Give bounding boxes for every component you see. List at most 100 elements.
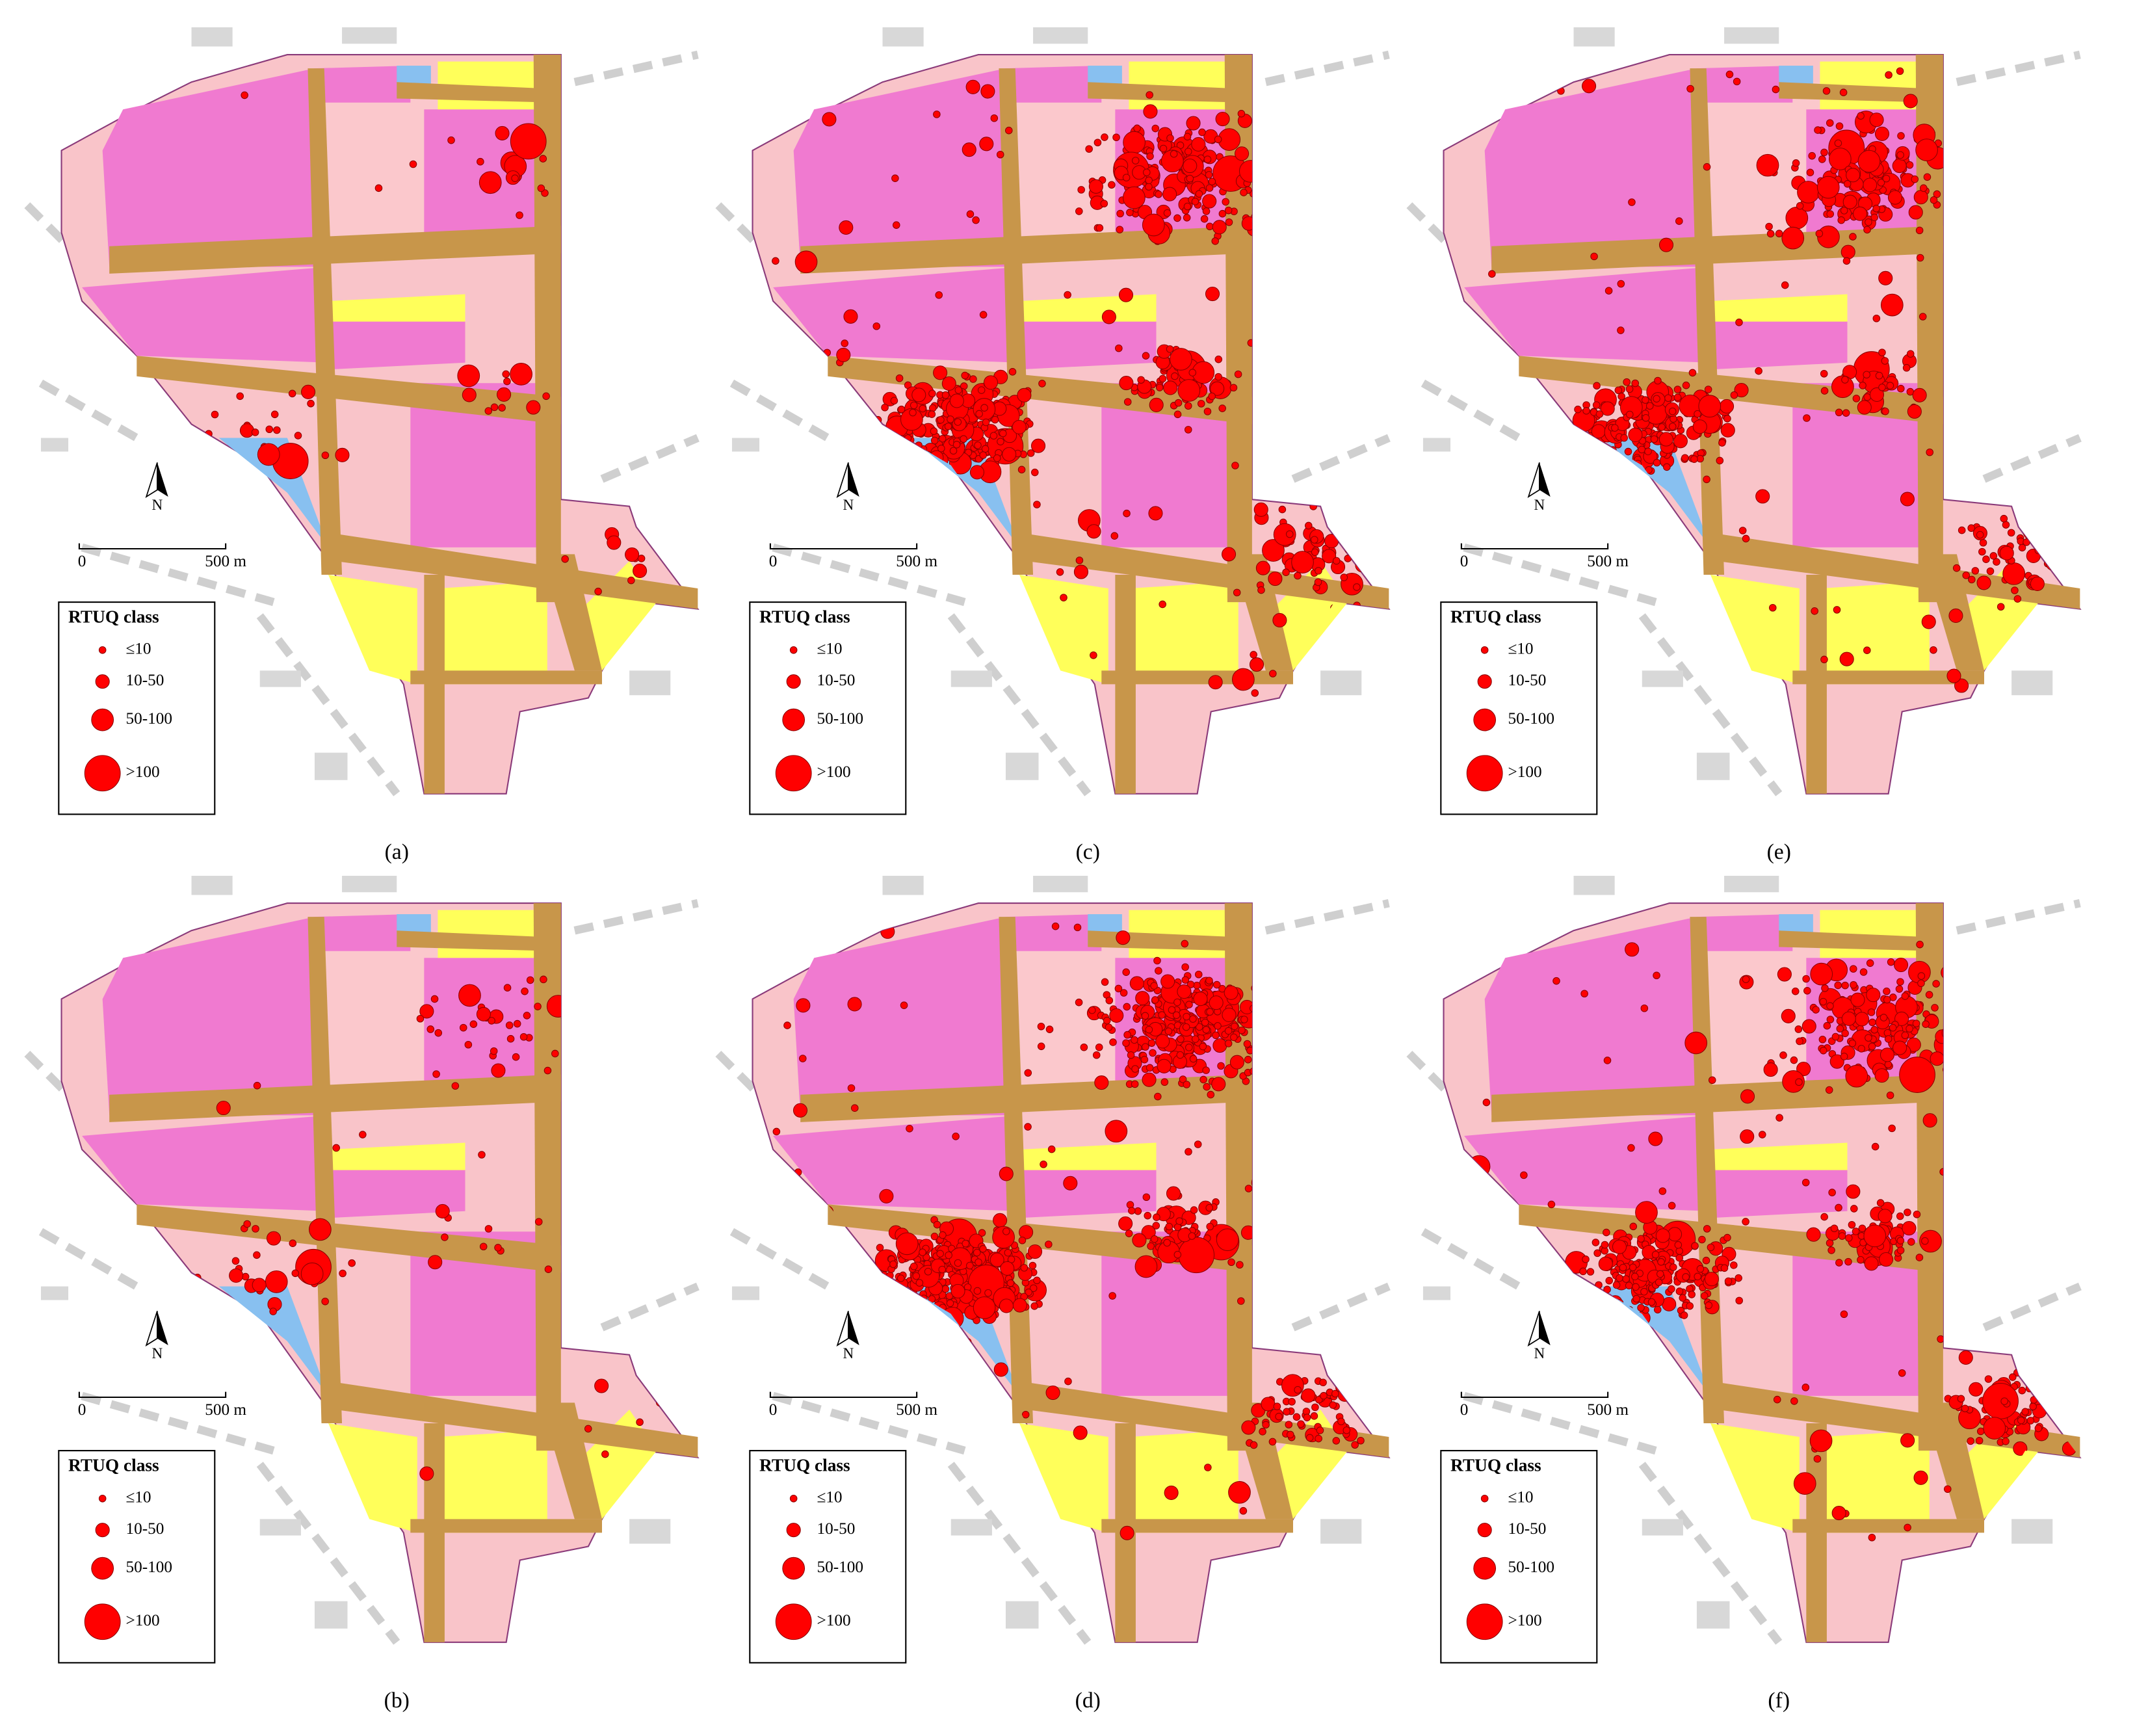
point: [1729, 1261, 1738, 1269]
point: [1265, 982, 1280, 997]
point: [1291, 490, 1299, 499]
point: [993, 1362, 1008, 1377]
point: [1331, 1361, 1340, 1369]
point: [1148, 506, 1163, 521]
point: [1215, 111, 1230, 127]
point: [236, 392, 244, 401]
point: [1957, 480, 1965, 488]
point: [933, 1220, 941, 1229]
point: [788, 1332, 796, 1341]
point: [1547, 1200, 1556, 1209]
point: [1574, 405, 1582, 414]
point: [1274, 1200, 1282, 1208]
point: [1202, 1026, 1211, 1034]
point: [783, 1021, 791, 1029]
point: [1294, 572, 1302, 580]
point: [1033, 1276, 1041, 1285]
point: [1100, 200, 1108, 207]
point: [1188, 369, 1197, 376]
point: [895, 374, 904, 382]
point: [1885, 71, 1893, 79]
point: [1118, 287, 1134, 302]
point: [2040, 518, 2055, 533]
point: [1266, 191, 1274, 200]
point: [2023, 525, 2037, 540]
point: [1282, 1261, 1290, 1270]
point: [1181, 940, 1189, 948]
north-arrow: [157, 1311, 168, 1346]
point: [1147, 1039, 1156, 1047]
point: [1906, 1025, 1913, 1032]
point: [1005, 126, 1013, 135]
point: [1698, 1235, 1706, 1244]
point: [1257, 586, 1265, 594]
point: [1181, 963, 1189, 971]
point: [938, 434, 947, 443]
point: [999, 429, 1007, 438]
point: [426, 1025, 435, 1033]
point: [1803, 414, 1811, 422]
point: [1840, 244, 1855, 259]
scale-start: 0: [769, 552, 778, 570]
point: [469, 1020, 478, 1028]
point: [892, 221, 900, 229]
point: [1956, 1008, 1963, 1017]
point: [339, 1269, 347, 1278]
point: [1840, 1310, 1848, 1319]
point: [1351, 391, 1366, 406]
point: [1625, 385, 1634, 393]
legend-symbol: [775, 1603, 812, 1640]
point: [1356, 1367, 1380, 1390]
point: [1268, 190, 1277, 198]
north-arrow: [848, 462, 859, 497]
point: [252, 1278, 267, 1293]
point: [1006, 1279, 1015, 1287]
point: [484, 407, 493, 415]
point: [1520, 1171, 1528, 1179]
point: [1240, 189, 1248, 196]
point: [1101, 978, 1109, 986]
point: [1691, 1242, 1699, 1250]
point: [1982, 555, 1990, 564]
point: [1703, 1225, 1711, 1233]
point: [1704, 386, 1712, 393]
point: [1482, 1098, 1491, 1107]
point: [1346, 1131, 1354, 1139]
point: [270, 410, 279, 419]
point: [1222, 547, 1237, 562]
point: [1858, 1224, 1866, 1233]
point: [989, 1252, 1004, 1267]
point: [1852, 395, 1861, 402]
point: [1674, 1241, 1683, 1249]
point: [1557, 87, 1565, 95]
point: [1651, 1250, 1660, 1259]
point: [1122, 174, 1131, 181]
point: [1268, 1265, 1277, 1274]
point: [1692, 419, 1707, 434]
legend-label: ≤10: [1508, 1488, 1533, 1506]
point: [1675, 1247, 1684, 1255]
point: [1949, 212, 1957, 220]
point: [1809, 1429, 1833, 1453]
point: [1591, 1294, 1599, 1302]
point: [1238, 1026, 1246, 1034]
point: [991, 415, 999, 424]
point: [1575, 1295, 1584, 1302]
point: [307, 399, 315, 408]
point: [1742, 975, 1750, 983]
point: [1842, 257, 1851, 265]
point: [1658, 1187, 1667, 1195]
point: [891, 174, 899, 182]
point: [1966, 179, 1981, 194]
point: [951, 648, 966, 663]
point: [637, 555, 646, 562]
point: [1632, 1295, 1640, 1303]
point: [586, 135, 594, 142]
point: [1123, 398, 1132, 406]
point: [1209, 995, 1224, 1010]
point: [1826, 119, 1834, 127]
point: [1968, 575, 1976, 584]
point: [1887, 190, 1903, 205]
point: [1942, 1066, 1950, 1073]
